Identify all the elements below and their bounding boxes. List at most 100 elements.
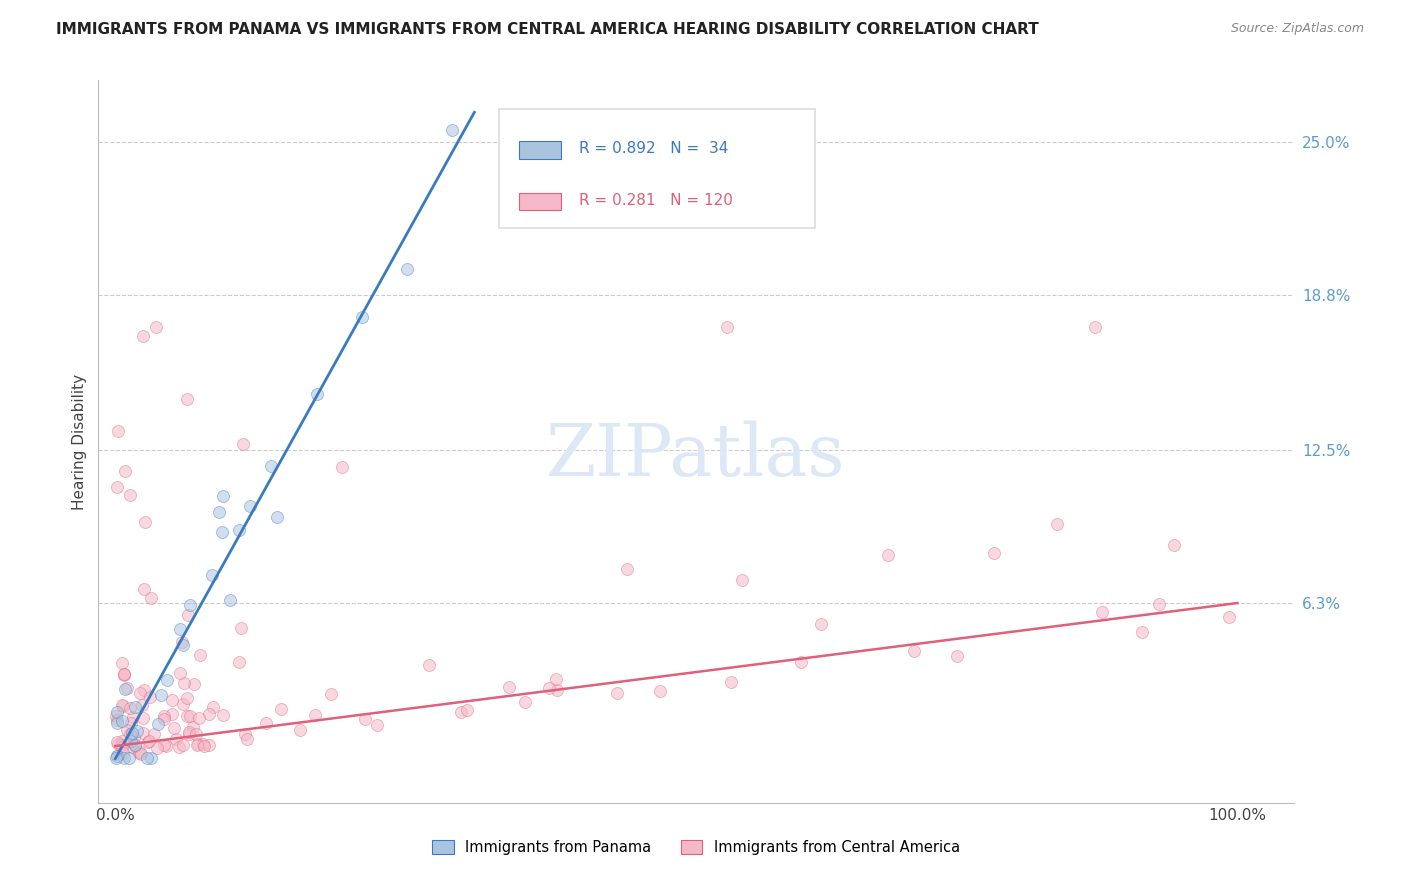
Point (1218, 610, 1240, 624)
Point (110, 738, 132, 752)
Point (172, 738, 194, 752)
Point (176, 392, 198, 406)
Point (105, 749, 128, 764)
Point (288, 723, 311, 737)
Point (145, 319, 167, 334)
Point (202, 700, 225, 714)
Point (155, 739, 177, 754)
Point (186, 738, 208, 752)
Point (304, 708, 326, 723)
Point (810, 617, 832, 632)
Point (114, 465, 136, 479)
Point (107, 424, 129, 438)
Point (120, 716, 142, 731)
Point (124, 738, 146, 752)
Point (107, 748, 129, 763)
FancyBboxPatch shape (519, 193, 561, 211)
Point (173, 676, 195, 690)
Point (131, 698, 153, 712)
Text: R = 0.892   N =  34: R = 0.892 N = 34 (579, 141, 728, 156)
Point (107, 738, 129, 752)
Point (165, 732, 187, 747)
Point (187, 737, 209, 751)
Point (172, 635, 194, 649)
Point (235, 727, 257, 741)
Point (456, 703, 478, 717)
Point (132, 726, 155, 740)
Point (498, 681, 520, 695)
Point (132, 328, 155, 343)
FancyBboxPatch shape (519, 141, 561, 159)
Point (228, 655, 250, 669)
Point (1091, 605, 1114, 619)
Point (112, 698, 135, 713)
Point (440, 122, 463, 136)
Point (124, 700, 146, 714)
Point (122, 731, 145, 746)
Point (229, 621, 252, 635)
Point (191, 737, 214, 751)
Point (418, 657, 440, 672)
Point (105, 715, 128, 730)
Point (136, 751, 159, 765)
Point (319, 687, 342, 701)
Point (129, 745, 152, 759)
Point (254, 715, 277, 730)
Point (983, 546, 1005, 560)
Point (1084, 319, 1107, 334)
Point (114, 681, 136, 696)
Point (218, 593, 240, 607)
Point (105, 480, 128, 494)
Point (1130, 625, 1153, 640)
Point (112, 668, 135, 682)
Point (138, 733, 160, 747)
Point (152, 709, 174, 723)
Point (141, 751, 163, 765)
Point (149, 688, 172, 702)
Point (266, 510, 288, 524)
Point (105, 751, 128, 765)
Point (124, 739, 146, 753)
Point (139, 690, 162, 705)
Point (198, 706, 221, 721)
Point (111, 656, 134, 670)
Point (134, 515, 156, 529)
Point (132, 682, 155, 697)
Point (112, 667, 135, 681)
Point (201, 567, 224, 582)
Point (121, 739, 143, 754)
Text: Source: ZipAtlas.com: Source: ZipAtlas.com (1230, 22, 1364, 36)
Point (366, 718, 388, 732)
Point (112, 667, 135, 681)
Point (211, 525, 233, 540)
Point (179, 727, 201, 741)
Point (110, 733, 132, 747)
Point (546, 683, 568, 698)
Point (152, 738, 174, 752)
Text: R = 0.281   N = 120: R = 0.281 N = 120 (579, 193, 733, 208)
Point (121, 726, 143, 740)
Point (232, 437, 254, 451)
Point (270, 702, 292, 716)
Point (450, 706, 472, 720)
Point (260, 458, 283, 473)
Point (606, 686, 628, 700)
Point (208, 505, 231, 519)
Point (176, 608, 198, 623)
Point (111, 698, 134, 712)
Point (544, 672, 567, 686)
Point (131, 747, 153, 761)
FancyBboxPatch shape (499, 109, 815, 228)
Point (146, 740, 169, 755)
Point (134, 582, 156, 597)
Point (111, 739, 134, 754)
Point (176, 690, 198, 705)
Legend: Immigrants from Panama, Immigrants from Central America: Immigrants from Panama, Immigrants from … (426, 834, 966, 861)
Point (239, 499, 262, 513)
Point (163, 722, 186, 736)
Point (616, 562, 638, 576)
Point (228, 523, 250, 537)
Point (115, 681, 138, 695)
Point (198, 738, 221, 752)
Point (716, 319, 738, 334)
